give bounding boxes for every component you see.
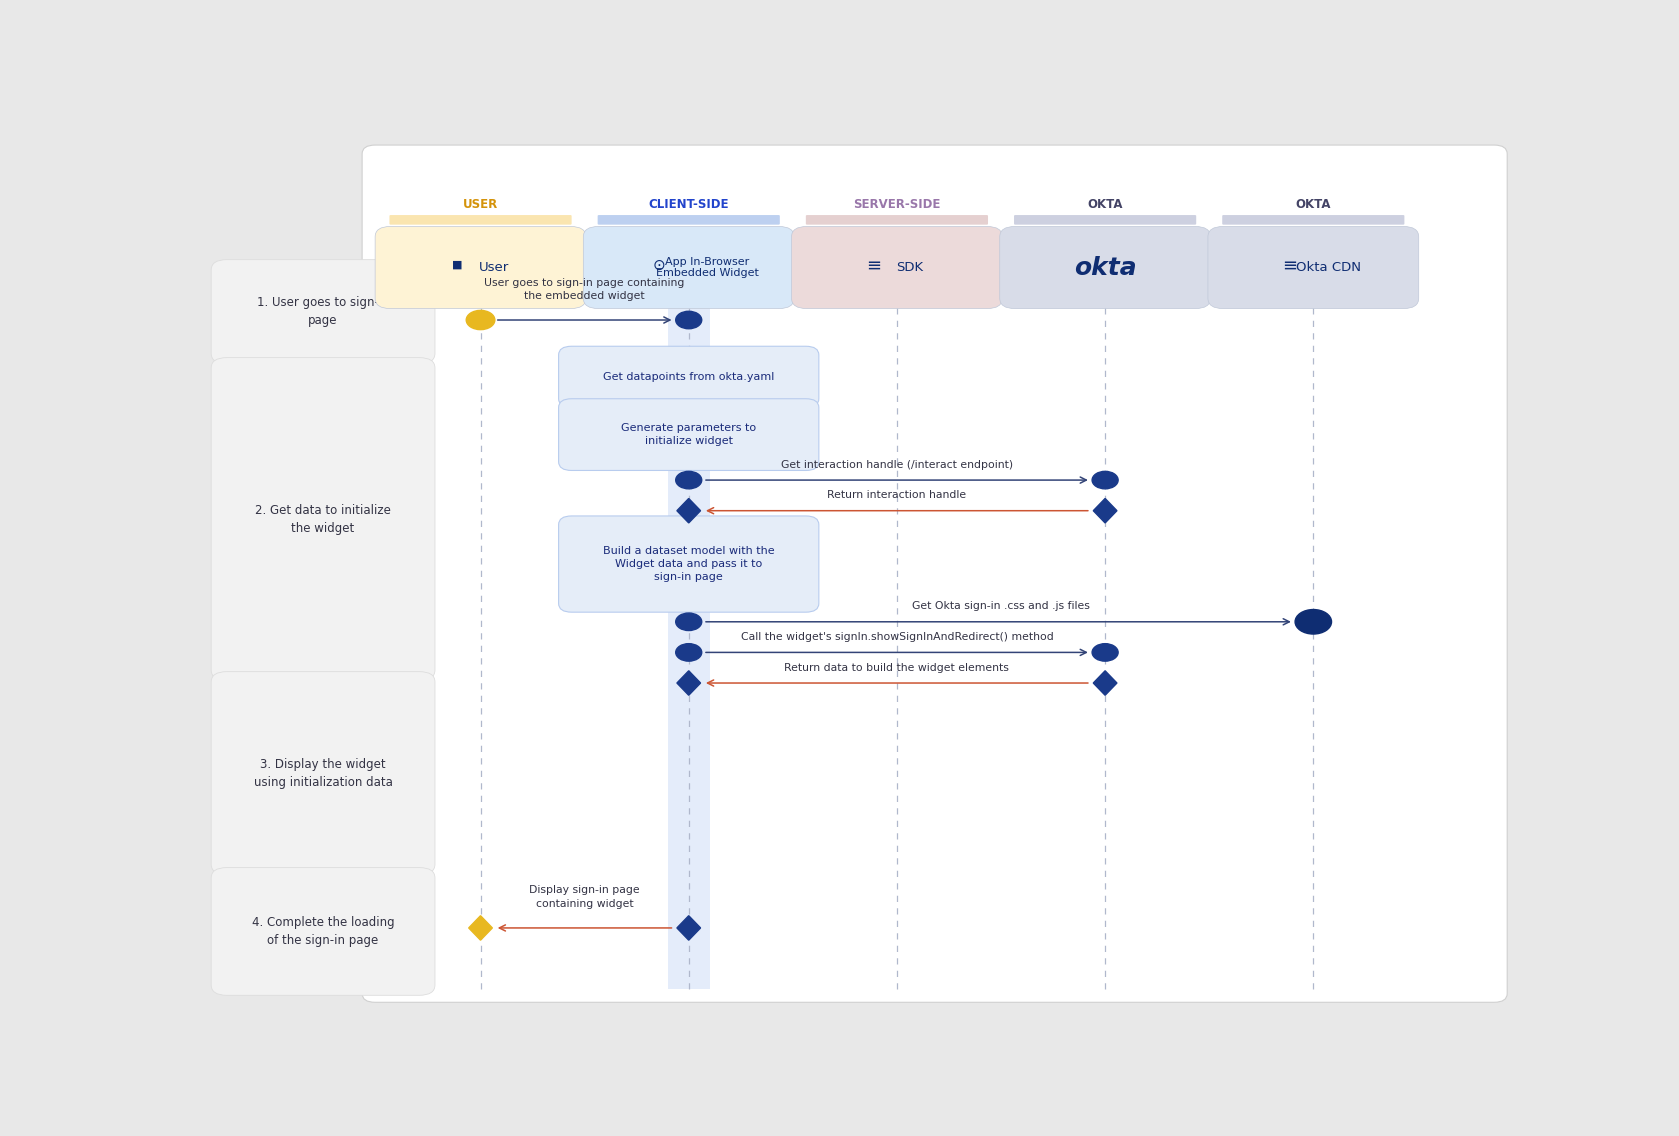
FancyBboxPatch shape bbox=[559, 516, 819, 612]
FancyBboxPatch shape bbox=[791, 226, 1002, 309]
FancyBboxPatch shape bbox=[374, 226, 586, 309]
Text: CLIENT-SIDE: CLIENT-SIDE bbox=[648, 198, 729, 211]
Text: Get Okta sign-in .css and .js files: Get Okta sign-in .css and .js files bbox=[912, 601, 1090, 611]
Text: 1. User goes to sign-in
page: 1. User goes to sign-in page bbox=[257, 296, 390, 327]
FancyBboxPatch shape bbox=[583, 226, 794, 309]
Text: Call the widget's signIn.showSignInAndRedirect() method: Call the widget's signIn.showSignInAndRe… bbox=[740, 632, 1053, 642]
FancyBboxPatch shape bbox=[363, 145, 1508, 1002]
Polygon shape bbox=[1093, 499, 1117, 523]
Text: ≡: ≡ bbox=[1283, 257, 1298, 275]
Circle shape bbox=[675, 471, 702, 488]
FancyBboxPatch shape bbox=[559, 399, 819, 470]
FancyBboxPatch shape bbox=[598, 215, 779, 225]
Circle shape bbox=[675, 644, 702, 661]
Polygon shape bbox=[677, 670, 700, 695]
Text: ≡: ≡ bbox=[866, 257, 881, 275]
Text: 2. Get data to initialize
the widget: 2. Get data to initialize the widget bbox=[255, 503, 391, 535]
Polygon shape bbox=[468, 916, 492, 941]
Circle shape bbox=[675, 613, 702, 630]
Circle shape bbox=[1091, 644, 1118, 661]
Text: Return data to build the widget elements: Return data to build the widget elements bbox=[784, 662, 1009, 673]
Text: Build a dataset model with the
Widget data and pass it to
sign-in page: Build a dataset model with the Widget da… bbox=[603, 546, 774, 583]
Text: User goes to sign-in page containing
the embedded widget: User goes to sign-in page containing the… bbox=[485, 277, 685, 301]
Text: App In-Browser
Embedded Widget: App In-Browser Embedded Widget bbox=[655, 257, 759, 278]
Text: Return interaction handle: Return interaction handle bbox=[828, 491, 967, 500]
Text: ■: ■ bbox=[452, 260, 462, 270]
FancyBboxPatch shape bbox=[212, 868, 435, 995]
Text: Get interaction handle (/interact endpoint): Get interaction handle (/interact endpoi… bbox=[781, 460, 1012, 469]
FancyBboxPatch shape bbox=[1222, 215, 1404, 225]
Text: Get datapoints from okta.yaml: Get datapoints from okta.yaml bbox=[603, 371, 774, 382]
Circle shape bbox=[675, 311, 702, 328]
Text: SDK: SDK bbox=[897, 261, 923, 274]
FancyBboxPatch shape bbox=[212, 671, 435, 875]
Text: Generate parameters to
initialize widget: Generate parameters to initialize widget bbox=[621, 423, 756, 446]
Circle shape bbox=[1295, 610, 1331, 634]
Polygon shape bbox=[677, 499, 700, 523]
FancyBboxPatch shape bbox=[806, 215, 987, 225]
Text: SERVER-SIDE: SERVER-SIDE bbox=[853, 198, 940, 211]
Text: USER: USER bbox=[463, 198, 499, 211]
FancyBboxPatch shape bbox=[559, 346, 819, 408]
FancyBboxPatch shape bbox=[1207, 226, 1419, 309]
Polygon shape bbox=[677, 916, 700, 941]
Text: 4. Complete the loading
of the sign-in page: 4. Complete the loading of the sign-in p… bbox=[252, 916, 395, 947]
FancyBboxPatch shape bbox=[212, 260, 435, 364]
Text: OKTA: OKTA bbox=[1088, 198, 1123, 211]
Text: ⊙: ⊙ bbox=[653, 258, 665, 274]
Text: OKTA: OKTA bbox=[1296, 198, 1331, 211]
Text: Okta CDN: Okta CDN bbox=[1296, 261, 1362, 274]
Text: okta: okta bbox=[1075, 256, 1137, 279]
FancyBboxPatch shape bbox=[999, 226, 1211, 309]
Text: 3. Display the widget
using initialization data: 3. Display the widget using initializati… bbox=[254, 758, 393, 788]
Circle shape bbox=[1091, 471, 1118, 488]
Text: User: User bbox=[479, 261, 509, 274]
FancyBboxPatch shape bbox=[212, 358, 435, 680]
FancyBboxPatch shape bbox=[1014, 215, 1195, 225]
Text: Display sign-in page
containing widget: Display sign-in page containing widget bbox=[529, 885, 640, 909]
Bar bbox=[668, 298, 710, 989]
Polygon shape bbox=[1093, 670, 1117, 695]
Circle shape bbox=[467, 310, 495, 329]
FancyBboxPatch shape bbox=[390, 215, 571, 225]
